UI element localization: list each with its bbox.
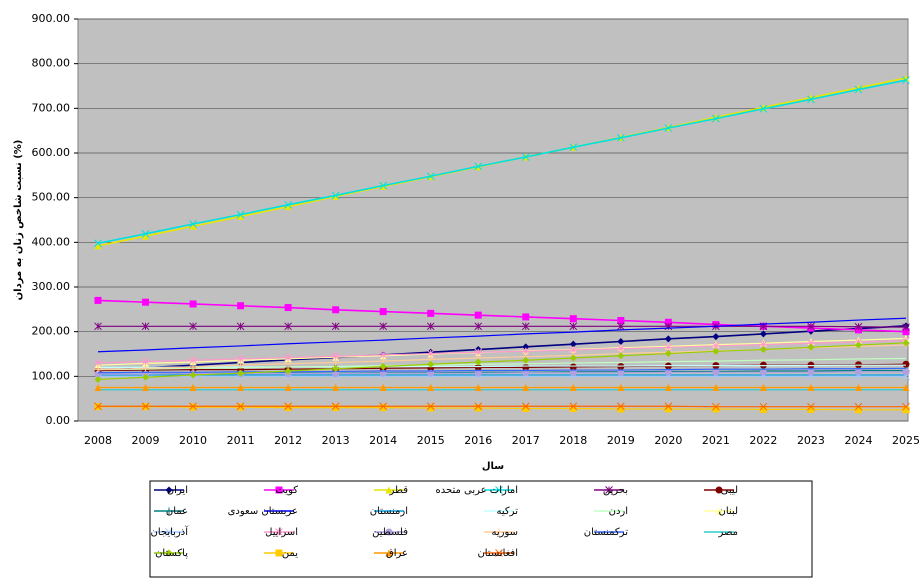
y-tick-label: 500.00 — [32, 191, 71, 204]
marker — [142, 299, 149, 306]
x-axis-title: سال — [482, 461, 504, 472]
marker — [237, 404, 244, 411]
x-tick-label: 2017 — [512, 434, 540, 447]
x-tick-label: 2014 — [369, 434, 397, 447]
y-tick-label: 0.00 — [46, 414, 71, 427]
y-tick-label: 600.00 — [32, 146, 71, 159]
plot-area — [78, 19, 908, 421]
legend-label: مصر — [717, 527, 738, 538]
legend-label: افغانستان — [477, 548, 518, 559]
marker — [190, 300, 197, 307]
legend-label: امارات عربی متحده — [436, 485, 518, 496]
legend-label: پاکستان — [155, 548, 188, 559]
x-tick-label: 2012 — [274, 434, 302, 447]
y-tick-label: 700.00 — [32, 101, 71, 114]
x-tick-label: 2009 — [132, 434, 160, 447]
marker — [570, 315, 577, 322]
legend-label: ترکمنستان — [584, 527, 628, 538]
legend-label: کویت — [275, 485, 298, 496]
x-tick-label: 2015 — [417, 434, 445, 447]
marker — [903, 368, 910, 375]
legend-label: عمان — [166, 506, 188, 517]
legend-label: بحرین — [603, 485, 628, 496]
legend-label: فلسطین — [372, 527, 408, 538]
legend-label: یمن — [282, 548, 298, 559]
marker — [903, 361, 910, 368]
marker — [190, 404, 197, 411]
x-tick-label: 2024 — [844, 434, 872, 447]
x-tick-label: 2010 — [179, 434, 207, 447]
legend-label: اردن — [609, 506, 628, 517]
x-tick-label: 2011 — [227, 434, 255, 447]
marker — [522, 313, 529, 320]
y-tick-label: 400.00 — [32, 235, 71, 248]
marker — [380, 308, 387, 315]
x-tick-label: 2023 — [797, 434, 825, 447]
legend-label: عراق — [386, 548, 408, 559]
marker — [855, 368, 862, 375]
x-tick-label: 2019 — [607, 434, 635, 447]
x-tick-label: 2008 — [84, 434, 112, 447]
x-tick-label: 2025 — [892, 434, 920, 447]
marker — [237, 302, 244, 309]
legend-label: سوریه — [491, 527, 518, 538]
marker — [285, 404, 292, 411]
legend-label: لیبی — [721, 485, 738, 496]
x-tick-label: 2013 — [322, 434, 350, 447]
marker — [285, 304, 292, 311]
x-tick-label: 2021 — [702, 434, 730, 447]
marker — [95, 297, 102, 304]
legend-label: ارمنستان — [370, 506, 408, 517]
x-tick-label: 2022 — [749, 434, 777, 447]
y-tick-label: 200.00 — [32, 325, 71, 338]
legend-label: آذربایجان — [150, 525, 189, 538]
marker — [760, 369, 767, 376]
legend-label: لبنان — [719, 506, 738, 517]
legend-label: عربستان سعودی — [228, 506, 298, 517]
legend-label: ایران — [167, 485, 188, 496]
x-tick-label: 2016 — [464, 434, 492, 447]
x-tick-label: 2018 — [559, 434, 587, 447]
marker — [380, 404, 387, 411]
x-tick-label: 2020 — [654, 434, 682, 447]
marker — [332, 404, 339, 411]
marker — [712, 369, 719, 376]
marker — [332, 306, 339, 313]
y-tick-label: 100.00 — [32, 369, 71, 382]
y-axis-title: نسبت شاخص زنان به مردان (%) — [13, 140, 24, 301]
legend-label: ترکیه — [497, 506, 519, 517]
legend-label: اسراییل — [265, 527, 298, 538]
y-tick-label: 900.00 — [32, 12, 71, 25]
chart: نسبت شاخص زنان به مردان (%) سال 0.00 100.… — [0, 0, 920, 578]
y-tick-label: 800.00 — [32, 57, 71, 70]
legend-label: قطر — [388, 485, 408, 496]
marker — [427, 310, 434, 317]
y-tick-label: 300.00 — [32, 280, 71, 293]
marker — [475, 312, 482, 319]
marker — [807, 369, 814, 376]
